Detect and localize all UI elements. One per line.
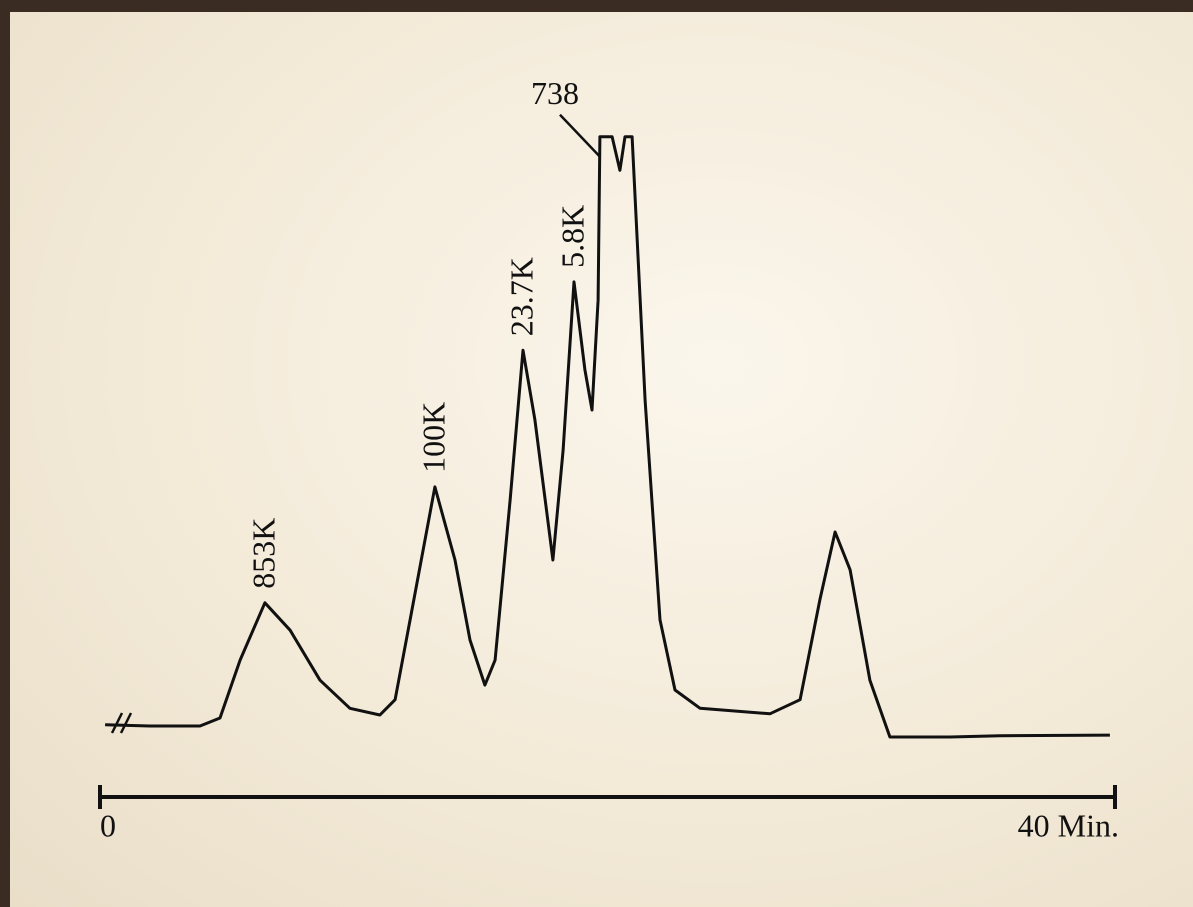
peak-label: 100K [415,402,451,473]
peak-label: 853K [245,518,281,589]
x-tick-label: 0 [100,807,116,843]
trace-line [105,135,1110,739]
x-tick-label: 40 Min. [1018,807,1119,843]
leader-line [559,113,601,158]
peak-label: 738 [531,75,579,111]
peak-label: 5.8K [554,205,590,268]
axis-break [110,712,133,734]
peak-label: 23.7K [503,257,539,336]
